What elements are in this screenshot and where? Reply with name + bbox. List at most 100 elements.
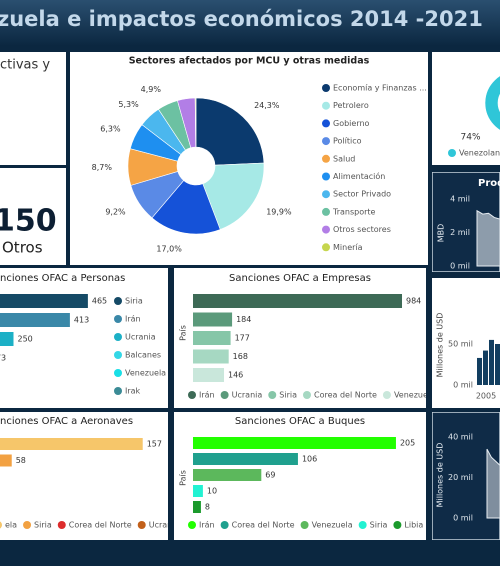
bar [193,501,201,513]
data-label: 173 [0,354,6,363]
y-axis-label: Millones de USD [436,313,445,378]
bar [0,313,70,327]
legend-label: Gobierno [333,119,370,128]
legend-marker [322,243,330,252]
chart-panel: Sectores afectados por MCU y otras medid… [70,52,428,265]
legend-label: Corea del Norte [69,521,132,530]
data-label: 984 [406,297,421,306]
data-label: 205 [400,439,415,448]
legend-label: Siria [279,391,297,400]
chart-title: nciones OFAC a Personas [0,273,125,284]
data-label: 177 [235,334,250,343]
y-tick-label: 4 mil [450,195,470,204]
y-tick-label: 20 mil [448,473,473,482]
legend-label: Político [333,137,362,146]
y-tick-label: 0 mil [453,514,473,523]
legend-label: Venezolano [459,149,500,158]
legend-label: Economía y Finanzas ... [333,84,427,93]
legend-label: Venezuela [125,369,166,378]
chart-panel: 74% Venezolano [432,52,500,165]
data-label: 168 [233,352,248,361]
legend-label: Corea del Norte [232,521,295,530]
legend-marker [220,521,229,529]
legend-label: Siria [34,521,52,530]
legend-label: Siria [125,297,143,306]
bar [193,294,403,308]
legend-marker [114,333,122,341]
data-label: 146 [228,371,243,380]
legend-marker [0,521,2,529]
legend-label: Minería [333,243,363,252]
legend-marker [57,521,66,529]
pie-slice [151,180,221,235]
y-tick-label: 0 mil [453,381,473,390]
bar [193,469,262,481]
header-band [0,0,500,46]
panel-background [0,268,168,408]
bar [0,294,88,308]
data-label: 8 [205,503,210,512]
pie-slice [202,162,265,230]
data-label: 24,3% [254,101,280,110]
y-axis-label: MBD [437,224,446,243]
legend-marker [393,521,402,529]
bar [0,454,12,467]
legend-marker [114,315,122,323]
legend-label: Ucrania [125,333,156,342]
legend-label: ela [5,521,17,530]
data-label: 10 [207,487,217,496]
legend-label: Balcanes [125,351,161,360]
kpi-label: Otros [2,239,43,257]
legend-marker [137,521,146,529]
data-label: 4,9% [141,85,162,94]
legend-label: Corea del Norte [314,391,377,400]
legend-marker [322,190,330,199]
bar [477,357,482,385]
legend-label: Petrolero [333,101,369,110]
legend-label: Libia [404,521,423,530]
chart-panel: nciones OFAC a Aeronaves157583elaSiriaCo… [0,412,168,540]
legend-label: Irán [199,521,215,530]
legend-marker [322,119,330,128]
chart-title: Sectores afectados por MCU y otras medid… [129,56,370,67]
legend-label: Otros sectores [333,225,391,234]
legend-marker [382,391,391,399]
legend-marker [220,391,229,399]
legend-label: Alimentación [333,171,385,181]
legend-label: Venezuela [394,391,435,400]
data-label: 465 [92,297,107,306]
legend-label: Irán [199,391,215,400]
data-label: 69 [265,471,275,480]
legend-label: Salud [333,154,355,163]
legend-marker [322,137,330,146]
kpi-subtitle: ctivas y [0,58,50,73]
legend-marker [300,521,309,529]
bar [0,332,14,346]
chart-title: nciones OFAC a Aeronaves [0,416,133,427]
panel-background [0,412,168,540]
bar [193,312,233,327]
legend-label: Transporte [332,207,376,216]
pie-slice [194,97,197,148]
chart-title: Sanciones OFAC a Buques [235,416,365,427]
area [486,448,500,519]
legend-marker [322,154,330,163]
legend-marker [358,521,367,529]
data-label: 58 [16,456,26,465]
y-axis-label: Millones de USD [436,443,445,508]
kpi-panel [0,168,66,265]
bar [193,437,396,449]
legend-label: Irak [125,387,141,396]
area [476,209,500,267]
legend-label: Venezuela [312,521,353,530]
pie-slice [484,75,500,131]
legend-label: Ucrania [232,391,263,400]
data-label: 6,3% [100,125,121,134]
chart-title: Prod [478,178,500,189]
bar [0,438,143,450]
legend-marker [322,172,330,181]
legend-marker [268,391,277,399]
data-label: 157 [147,440,162,449]
